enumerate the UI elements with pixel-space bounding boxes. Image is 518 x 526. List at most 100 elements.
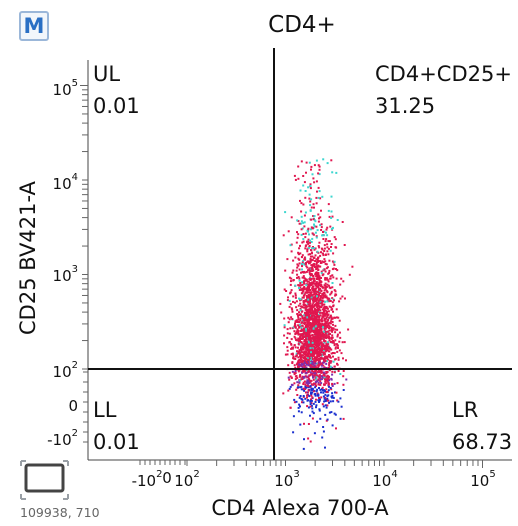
event-dot <box>299 298 302 301</box>
event-dot <box>320 362 323 365</box>
event-dot <box>324 446 326 449</box>
event-dot <box>342 357 344 360</box>
event-dot <box>347 328 350 331</box>
event-dot <box>310 274 313 276</box>
event-dot <box>321 316 324 319</box>
event-dot <box>293 401 296 404</box>
event-dot <box>304 388 307 390</box>
event-dot <box>318 173 321 176</box>
event-dot <box>318 397 320 399</box>
event-dot <box>325 382 328 385</box>
event-dot <box>288 305 291 308</box>
event-dot <box>299 317 302 320</box>
event-dot <box>320 323 323 326</box>
event-dot <box>309 185 312 187</box>
event-dot <box>302 240 305 243</box>
event-dot <box>311 232 314 235</box>
event-dot <box>310 296 313 299</box>
event-dot <box>334 290 337 293</box>
event-dot <box>313 219 316 222</box>
event-dot <box>331 171 334 174</box>
event-dot <box>325 343 328 346</box>
event-dot <box>335 316 338 319</box>
event-dot <box>320 371 323 374</box>
event-dot <box>320 295 323 298</box>
event-dot <box>335 246 338 249</box>
event-dot <box>324 335 327 338</box>
event-dot <box>329 322 332 325</box>
event-dot <box>336 219 339 221</box>
event-dot <box>345 359 347 362</box>
event-dot <box>311 266 314 269</box>
event-dot <box>292 300 294 303</box>
event-dot <box>305 289 308 291</box>
event-dot <box>319 370 322 373</box>
event-dot <box>297 333 300 336</box>
event-dot <box>319 369 322 372</box>
event-dot <box>294 337 297 340</box>
event-dot <box>301 315 304 318</box>
event-dot <box>287 316 290 319</box>
event-dot <box>292 269 295 272</box>
event-dot <box>307 385 310 388</box>
event-dot <box>306 381 309 384</box>
event-dot <box>339 283 342 286</box>
event-dot <box>303 376 306 378</box>
m-badge[interactable]: M <box>19 11 49 41</box>
event-dot <box>332 341 335 344</box>
event-dot <box>327 300 330 303</box>
event-dot <box>318 387 320 389</box>
event-dot <box>322 430 325 433</box>
event-dot <box>314 321 317 324</box>
event-dot <box>321 303 324 306</box>
event-dot <box>326 357 328 360</box>
event-dot <box>330 316 333 319</box>
event-dot <box>310 394 313 397</box>
event-dot <box>325 334 328 337</box>
event-dot <box>318 279 321 282</box>
event-dot <box>330 337 333 340</box>
event-dot <box>307 247 310 249</box>
event-dot <box>309 331 312 334</box>
event-dot <box>320 330 323 333</box>
event-dot <box>302 322 305 325</box>
event-dot <box>340 277 343 280</box>
event-dot <box>316 301 318 304</box>
event-dot <box>305 161 308 164</box>
event-dot <box>320 388 323 391</box>
event-dot <box>321 296 324 299</box>
event-dot <box>313 279 316 282</box>
event-dot <box>315 235 318 238</box>
event-dot <box>299 252 302 255</box>
event-dot <box>286 258 289 261</box>
event-dot <box>311 361 314 364</box>
event-dot <box>331 308 334 311</box>
event-dot <box>324 340 327 343</box>
event-dot <box>307 358 310 361</box>
event-dot <box>315 362 318 365</box>
event-dot <box>305 328 307 331</box>
event-dot <box>301 283 304 286</box>
event-dot <box>304 312 307 315</box>
event-dot <box>302 175 305 177</box>
event-dot <box>300 233 303 236</box>
event-dot <box>297 251 300 254</box>
event-dot <box>305 384 308 387</box>
event-dot <box>309 241 311 244</box>
frame-icon[interactable] <box>20 460 69 500</box>
event-dot <box>339 417 342 420</box>
event-dot <box>308 303 311 306</box>
event-dot <box>321 274 324 277</box>
event-dot <box>328 259 331 262</box>
event-dot <box>315 202 318 205</box>
event-dot <box>317 393 320 396</box>
event-dot <box>297 339 300 341</box>
event-dot <box>318 344 321 346</box>
event-dot <box>330 388 333 391</box>
event-dot <box>330 159 333 162</box>
event-dot <box>314 310 317 313</box>
event-dot <box>309 347 312 350</box>
event-dot <box>324 398 327 401</box>
event-dot <box>330 246 332 248</box>
